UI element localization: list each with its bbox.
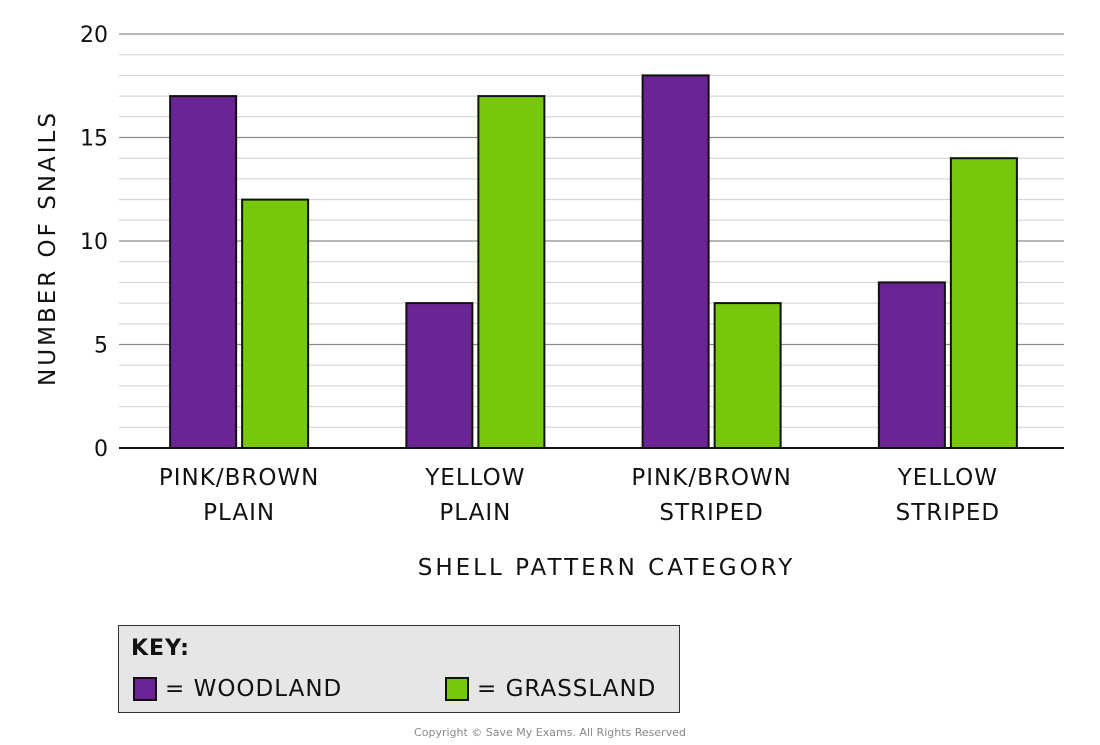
x-category-label: PINK/BROWN: [631, 465, 792, 491]
bars: [169, 74, 1018, 450]
bar-grassland-3: [949, 157, 1018, 449]
woodland-swatch: [133, 677, 157, 701]
x-axis-category-labels: PINK/BROWN PLAIN YELLOW PLAIN PINK/BROWN STRI…: [159, 465, 1001, 526]
legend-item-grassland: = GRASSLAND: [445, 676, 656, 702]
x-category-label: PLAIN: [203, 500, 275, 526]
y-tick-label: 20: [80, 23, 108, 48]
bar-woodland-3: [877, 281, 946, 449]
copyright-notice: Copyright © Save My Exams. All Rights Re…: [414, 726, 686, 739]
bar-woodland-2: [641, 74, 710, 450]
x-category-label: YELLOW: [897, 465, 998, 491]
bar-woodland-0: [169, 95, 238, 449]
y-tick-label: 10: [80, 230, 108, 255]
grassland-swatch: [445, 677, 469, 701]
legend-label-grassland: = GRASSLAND: [477, 676, 657, 702]
x-category-label: YELLOW: [424, 465, 525, 491]
y-tick-label: 15: [80, 127, 108, 152]
x-category-label: STRIPED: [659, 500, 764, 526]
legend-item-woodland: = WOODLAND: [133, 676, 342, 702]
bar-grassland-0: [241, 198, 310, 449]
bar-grassland-1: [477, 95, 546, 449]
bar-woodland-1: [405, 302, 474, 449]
legend-key: KEY: = WOODLAND = GRASSLAND: [118, 625, 680, 713]
legend-title: KEY:: [131, 636, 190, 661]
y-tick-label: 5: [94, 334, 108, 359]
x-category-label: STRIPED: [896, 500, 1001, 526]
x-category-label: PINK/BROWN: [159, 465, 320, 491]
bar-grassland-2: [713, 302, 782, 449]
y-axis-title: NUMBER OF SNAILS: [35, 110, 61, 386]
y-tick-label: 0: [94, 437, 108, 462]
y-axis-ticks: 0 5 10 15 20: [80, 23, 108, 462]
x-axis-title: SHELL PATTERN CATEGORY: [418, 555, 796, 581]
legend-label-woodland: = WOODLAND: [165, 676, 343, 702]
x-category-label: PLAIN: [439, 500, 511, 526]
